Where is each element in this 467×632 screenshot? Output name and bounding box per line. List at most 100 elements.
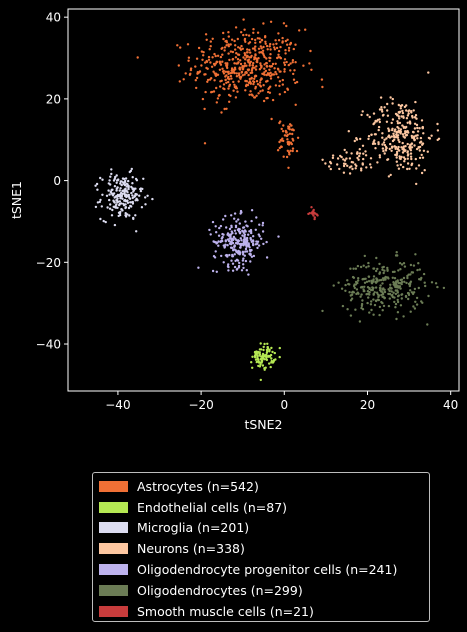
data-point xyxy=(234,232,237,235)
data-point xyxy=(348,157,352,160)
data-point xyxy=(197,46,201,50)
data-point xyxy=(132,190,135,193)
data-point xyxy=(397,129,400,133)
data-point xyxy=(233,83,236,87)
data-point xyxy=(442,286,446,290)
data-point xyxy=(329,167,332,171)
data-point xyxy=(395,160,398,163)
data-point xyxy=(234,48,237,51)
data-point xyxy=(269,20,273,23)
data-point xyxy=(402,135,405,138)
data-point xyxy=(236,240,240,243)
data-point xyxy=(286,87,289,90)
data-point xyxy=(245,71,248,75)
data-point xyxy=(294,43,297,46)
data-point xyxy=(269,353,273,357)
data-point xyxy=(242,257,245,260)
data-point xyxy=(361,163,364,166)
data-point xyxy=(380,108,384,111)
data-point xyxy=(189,72,192,76)
data-point xyxy=(410,163,413,167)
data-point xyxy=(347,130,350,133)
data-point xyxy=(243,52,246,55)
data-point xyxy=(94,205,98,209)
data-point xyxy=(292,72,295,76)
data-point xyxy=(394,292,398,296)
data-point xyxy=(266,48,269,51)
data-point xyxy=(234,259,237,263)
data-point xyxy=(284,39,287,43)
data-point xyxy=(281,137,284,140)
data-point xyxy=(211,56,214,59)
data-point xyxy=(270,74,273,77)
data-point xyxy=(237,46,240,49)
data-point xyxy=(412,305,415,308)
data-point xyxy=(349,294,352,297)
data-point xyxy=(309,49,312,53)
data-point xyxy=(372,298,375,301)
data-point xyxy=(123,190,126,193)
data-point xyxy=(362,264,365,267)
data-point xyxy=(405,104,408,107)
data-point xyxy=(377,142,380,146)
data-point xyxy=(247,34,251,37)
data-point xyxy=(407,293,411,297)
data-point xyxy=(286,149,289,152)
data-point xyxy=(396,122,400,125)
data-point xyxy=(368,287,371,290)
data-point xyxy=(259,62,262,65)
data-point xyxy=(203,142,207,145)
data-point xyxy=(228,100,231,104)
data-point xyxy=(115,174,118,177)
data-point xyxy=(413,287,417,291)
data-point xyxy=(368,291,371,294)
data-point xyxy=(235,250,238,253)
data-point xyxy=(394,136,398,139)
data-point xyxy=(204,73,207,76)
data-point xyxy=(409,152,413,155)
data-point xyxy=(124,214,127,217)
data-point xyxy=(277,56,280,59)
data-point xyxy=(269,85,272,88)
data-point xyxy=(257,57,260,60)
data-point xyxy=(121,197,124,200)
data-point xyxy=(277,76,280,79)
data-point xyxy=(115,179,119,182)
data-point xyxy=(265,348,269,352)
data-point xyxy=(397,167,401,170)
data-point xyxy=(266,96,269,100)
data-point xyxy=(222,83,226,86)
data-point xyxy=(436,285,439,289)
data-point xyxy=(346,164,349,167)
data-point xyxy=(253,77,256,81)
data-point xyxy=(124,212,127,215)
data-point xyxy=(127,195,130,198)
data-point xyxy=(227,93,231,97)
data-point xyxy=(252,82,255,86)
data-point xyxy=(363,254,366,258)
data-point xyxy=(259,358,262,361)
data-point xyxy=(110,172,113,176)
data-point xyxy=(267,354,271,358)
data-point xyxy=(410,291,414,294)
data-point xyxy=(209,40,212,43)
data-point xyxy=(424,284,427,288)
data-point xyxy=(242,56,245,59)
data-point xyxy=(381,143,384,146)
data-point xyxy=(99,176,102,180)
data-point xyxy=(250,240,253,243)
data-point xyxy=(219,224,223,228)
data-point xyxy=(189,68,193,72)
data-point xyxy=(227,234,231,237)
data-point xyxy=(196,71,199,74)
data-point xyxy=(387,127,390,130)
data-point xyxy=(260,39,264,42)
data-point xyxy=(403,157,407,161)
data-point xyxy=(282,124,285,127)
data-point xyxy=(229,74,233,78)
data-point xyxy=(240,44,243,48)
data-point xyxy=(233,265,237,269)
data-point xyxy=(377,128,380,132)
data-point xyxy=(278,121,281,125)
data-point xyxy=(414,157,417,161)
